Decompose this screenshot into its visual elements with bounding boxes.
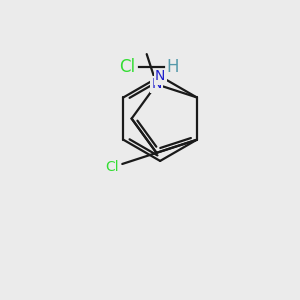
Text: Cl: Cl [105,160,119,174]
Text: H: H [167,58,179,76]
Text: N: N [155,69,165,83]
Text: N: N [151,77,162,91]
Text: Cl: Cl [119,58,135,76]
